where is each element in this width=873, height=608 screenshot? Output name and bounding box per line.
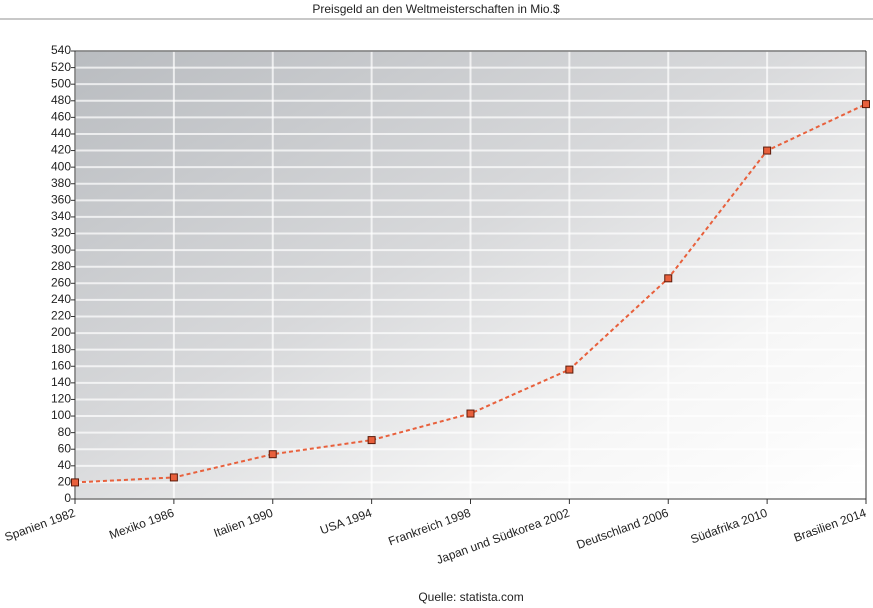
y-tick-label: 120 <box>51 392 71 406</box>
point <box>367 436 376 445</box>
y-tick-label: 320 <box>51 226 71 240</box>
point <box>565 365 574 374</box>
y-tick-label: 480 <box>51 93 71 107</box>
point <box>169 473 178 482</box>
chart-title: Preisgeld an den Weltmeisterschaften in … <box>312 2 560 16</box>
x-tick-label: Italien 1990 <box>212 506 275 540</box>
y-tick-label: 460 <box>51 110 71 124</box>
y-tick-label: 180 <box>51 342 71 356</box>
y-tick-label: 540 <box>51 43 71 57</box>
y-tick-label: 140 <box>51 375 71 389</box>
y-tick-label: 440 <box>51 126 71 140</box>
x-tick-label: Südafrika 2010 <box>689 506 770 547</box>
x-tick-label: Brasilien 2014 <box>792 506 869 545</box>
y-tick-label: 40 <box>58 458 72 472</box>
x-tick-label: USA 1994 <box>318 506 374 538</box>
x-tick-label: Spanien 1982 <box>3 506 78 545</box>
y-tick-label: 380 <box>51 176 71 190</box>
y-tick-label: 500 <box>51 76 71 90</box>
y-tick-label: 20 <box>58 475 72 489</box>
y-tick-label: 340 <box>51 209 71 223</box>
point <box>862 100 870 109</box>
y-tick-label: 260 <box>51 275 71 289</box>
point <box>71 478 79 487</box>
y-tick-label: 160 <box>51 358 71 372</box>
point <box>664 274 673 283</box>
y-tick-label: 220 <box>51 309 71 323</box>
y-tick-label: 0 <box>64 491 71 505</box>
y-tick-label: 300 <box>51 242 71 256</box>
y-tick-label: 200 <box>51 325 71 339</box>
point <box>466 409 475 418</box>
y-tick-label: 520 <box>51 60 71 74</box>
source: Quelle: statista.com <box>418 590 523 604</box>
y-tick-label: 360 <box>51 193 71 207</box>
x-tick-label: Mexiko 1986 <box>107 506 176 543</box>
point <box>763 146 772 155</box>
y-tick-label: 400 <box>51 159 71 173</box>
x-tick-label: Frankreich 1998 <box>386 506 473 549</box>
y-tick-label: 420 <box>51 143 71 157</box>
y-tick-label: 60 <box>58 441 72 455</box>
y-tick-label: 240 <box>51 292 71 306</box>
point <box>268 450 277 459</box>
y-tick-label: 280 <box>51 259 71 273</box>
x-tick-label: Deutschland 2006 <box>575 506 671 552</box>
y-tick-label: 100 <box>51 408 71 422</box>
y-tick-label: 80 <box>58 425 72 439</box>
